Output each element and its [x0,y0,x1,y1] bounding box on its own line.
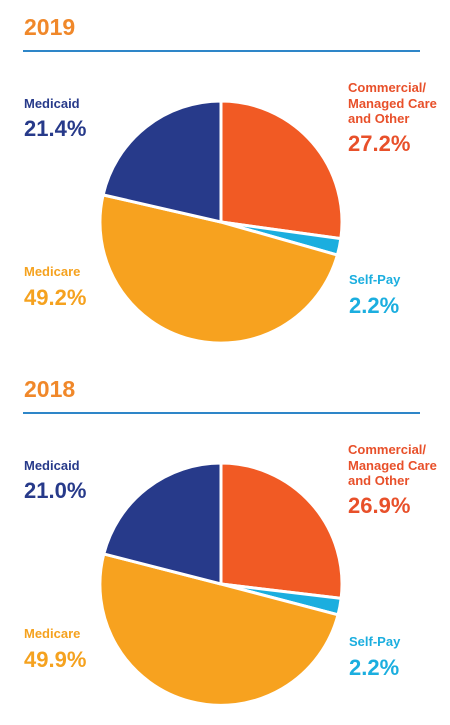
chart-title: 2019 [24,14,76,40]
pie-chart-2018: 2018 Commercial/ Managed Care and Other … [0,362,450,717]
pie-slice-medicaid [101,99,223,224]
slice-label-medicare: Medicare 49.9% [24,626,86,673]
pie-slice-medicare [98,193,339,345]
slice-value-medicaid: 21.4% [24,115,87,141]
slice-value-commercial: 27.2% [348,130,411,156]
slice-label-medicaid: Medicaid 21.4% [24,96,86,142]
slice-label-commercial: Commercial/ Managed Care and Other 27.2% [348,80,437,157]
title-divider [23,50,420,52]
slice-label-medicare: Medicare 49.2% [24,264,86,311]
slice-value-medicaid: 21.0% [24,477,87,503]
chart-title: 2018 [24,376,76,402]
title-divider [23,412,420,414]
slice-name-medicaid: Medicaid [24,458,80,473]
slice-name-self-pay: Self-Pay [349,272,401,287]
slice-value-commercial: 26.9% [348,492,411,518]
pie-slice-medicaid [102,461,223,586]
slice-label-self-pay: Self-Pay 2.2% [349,272,400,319]
slice-name-commercial: Commercial/ Managed Care and Other [348,80,437,127]
slice-value-medicare: 49.2% [24,284,87,310]
slice-value-self-pay: 2.2% [349,654,400,680]
pie-chart-2019: 2019 Commercial/ Managed Care and Other … [0,0,450,355]
pie-slice-medicare [98,552,340,707]
slice-name-medicare: Medicare [24,264,81,279]
pie-2019-svg [98,99,344,345]
slice-label-self-pay: Self-Pay 2.2% [349,634,400,681]
slice-name-self-pay: Self-Pay [349,634,401,649]
slice-value-medicare: 49.9% [24,646,87,672]
pie-2018-svg [98,461,344,707]
slice-name-commercial: Commercial/ Managed Care and Other [348,442,437,489]
pie-slice-commercial [219,99,344,241]
pie-slice-commercial [219,461,344,600]
slice-label-commercial: Commercial/ Managed Care and Other 26.9% [348,442,437,519]
slice-label-medicaid: Medicaid 21.0% [24,458,86,504]
slice-name-medicare: Medicare [24,626,81,641]
slice-value-self-pay: 2.2% [349,292,400,318]
slice-name-medicaid: Medicaid [24,96,80,111]
